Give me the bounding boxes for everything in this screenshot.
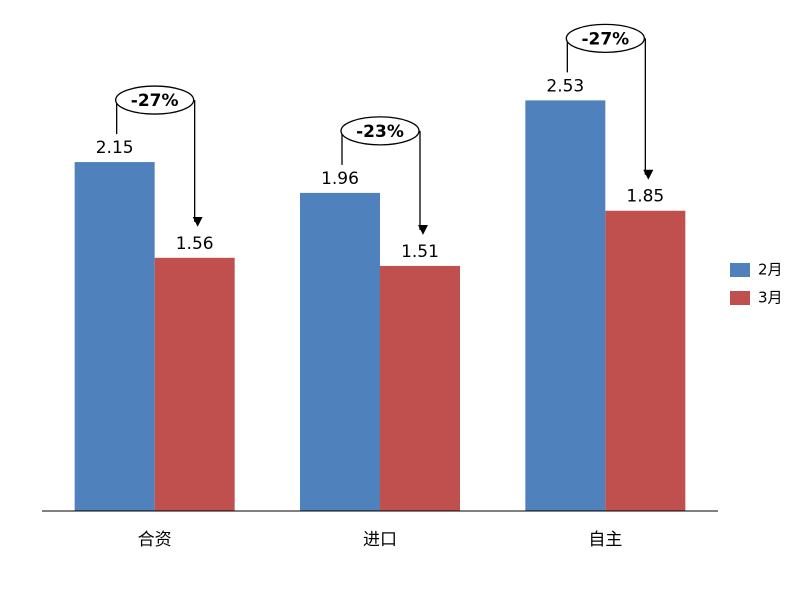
value-label: 2.53 [546,76,584,96]
legend-label: 2月 [758,261,783,279]
value-label: 2.15 [96,138,134,158]
value-label: 1.56 [176,234,214,254]
bar [154,257,235,511]
annotation: -27% [131,91,179,111]
bar [525,100,606,512]
annotation: -27% [581,29,629,49]
annotation-bubble [565,23,645,54]
value-label: 1.51 [401,242,439,262]
annotation-bubble [115,85,195,115]
annotation-bubble [340,116,420,146]
bar [380,265,460,511]
x-tick-label: 进口 [363,530,397,550]
x-tick-label: 合资 [138,530,172,550]
legend-swatch [730,263,750,277]
x-tick-label: 自主 [588,530,622,550]
legend-swatch [730,291,750,305]
annotation: -23% [356,122,404,142]
bar [74,162,155,511]
value-label: 1.85 [626,187,664,207]
value-label: 1.96 [321,169,359,189]
bar [605,210,686,511]
bar [300,192,380,511]
legend-label: 3月 [758,289,783,307]
